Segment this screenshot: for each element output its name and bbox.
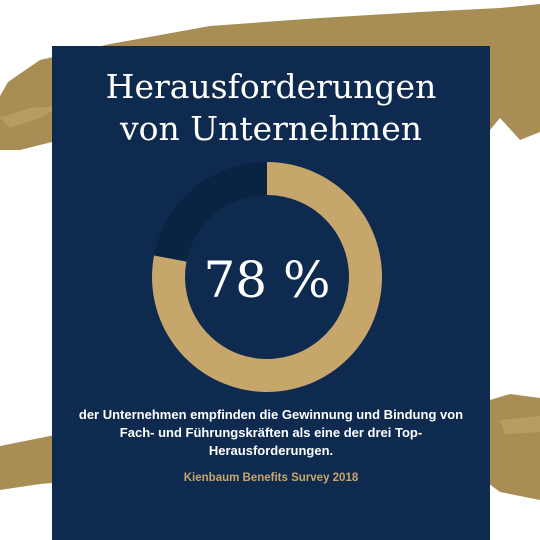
infographic-card: Herausforderungen von Unternehmen 78 % d… bbox=[52, 46, 490, 540]
title-line-1: Herausforderungen bbox=[105, 67, 437, 106]
donut-chart: 78 % bbox=[152, 162, 382, 392]
brush-stroke-top-streak bbox=[0, 106, 60, 128]
title-line-2: von Unternehmen bbox=[120, 109, 422, 148]
donut-segment-1 bbox=[154, 162, 267, 262]
description-text: der Unternehmen empfinden die Gewinnung … bbox=[78, 407, 464, 458]
donut-center-label: 78 % bbox=[203, 251, 330, 309]
brush-stroke-bottom-streak bbox=[500, 416, 540, 434]
source-citation: Kienbaum Benefits Survey 2018 bbox=[183, 472, 359, 484]
infographic-title: Herausforderungen von Unternehmen bbox=[52, 66, 490, 150]
